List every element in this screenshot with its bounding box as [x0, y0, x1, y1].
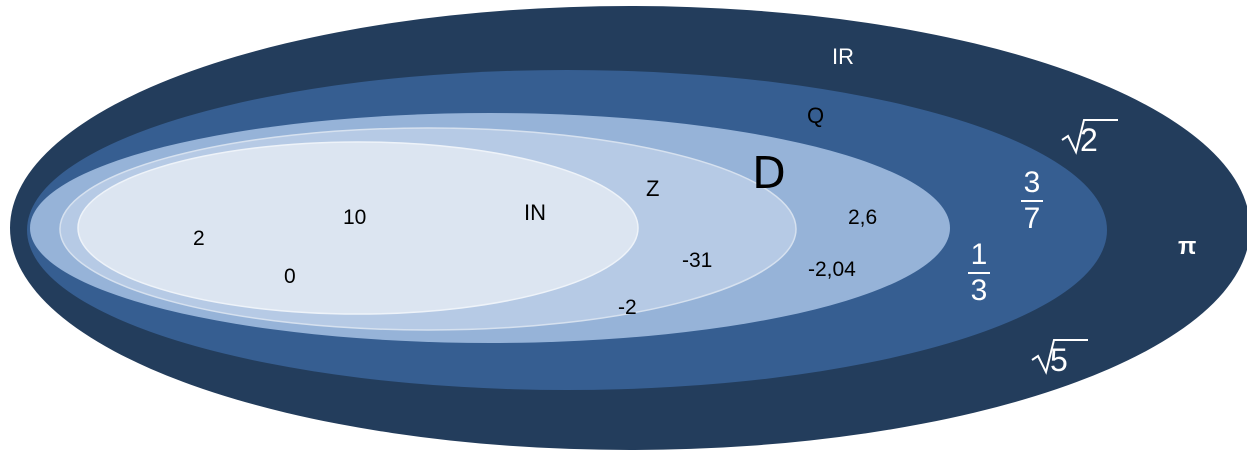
sqrt-five: 5: [1030, 339, 1090, 380]
element-label: 0: [284, 265, 296, 288]
set-label-z: Z: [646, 176, 660, 201]
fraction-bar: [968, 272, 990, 274]
radicand: 5: [1050, 342, 1068, 378]
element-label: 2,6: [848, 206, 878, 229]
set-label-d: D: [752, 148, 786, 199]
set-label-q: Q: [807, 103, 825, 128]
radical-sign-icon: [1061, 119, 1118, 155]
set-label-n: IN: [524, 200, 546, 225]
fraction-three-sevenths: 3 7: [1015, 168, 1049, 234]
fraction-denominator: 7: [1023, 202, 1041, 235]
set-n-ellipse: [77, 141, 639, 315]
fraction-bar: [1021, 200, 1043, 202]
fraction-numerator: 1: [970, 238, 988, 271]
fraction-numerator: 3: [1023, 166, 1041, 199]
element-pi: π: [1178, 233, 1197, 260]
element-label: 2: [193, 227, 205, 250]
set-label-r: IR: [832, 44, 854, 69]
element-label: -31: [682, 249, 713, 272]
fraction-one-third: 1 3: [962, 240, 996, 306]
sqrt-two: 2: [1060, 119, 1120, 160]
radical-sign-icon: [1031, 339, 1088, 375]
element-label: 10: [343, 206, 367, 229]
fraction-denominator: 3: [970, 274, 988, 307]
element-label: -2: [618, 296, 637, 319]
radicand: 2: [1080, 122, 1098, 158]
element-label: -2,04: [808, 258, 856, 281]
